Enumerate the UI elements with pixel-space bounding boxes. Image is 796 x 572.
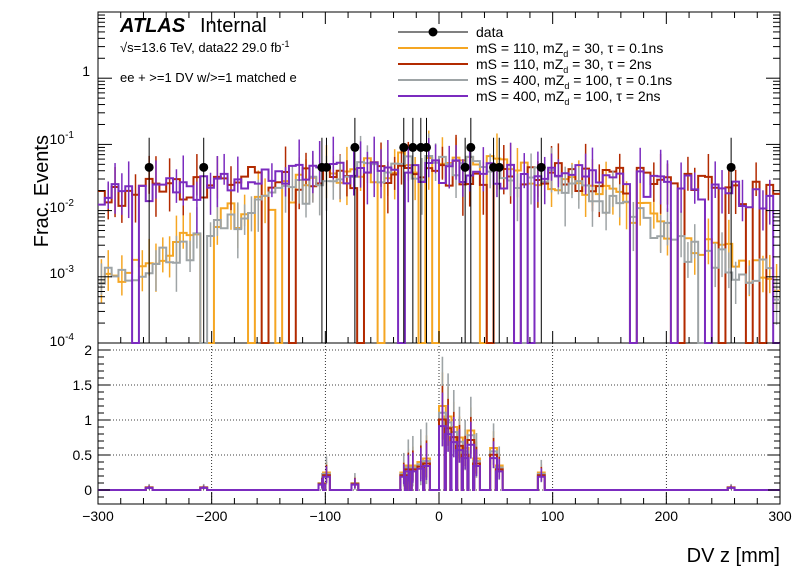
legend-data-marker (428, 27, 438, 37)
xtick-labels: −300 −200 −100 0 100 200 300 (82, 508, 792, 524)
x-axis-title: DV z [mm] (687, 545, 780, 567)
xtick-label: 200 (655, 508, 679, 524)
selection-label: ee + >=1 DV w/>=1 matched e (120, 70, 297, 85)
xtick-label: −100 (310, 508, 342, 524)
legend-s3-label: mS = 400, mZd = 100, τ = 0.1ns (476, 72, 672, 91)
ytick-label-1e-1: 10-1 (50, 130, 75, 147)
data-point (399, 142, 409, 152)
data-point (408, 142, 418, 152)
data-point (321, 162, 331, 172)
ratio-ytick-label: 0 (84, 482, 92, 498)
signal-histograms (98, 130, 780, 344)
data-point (421, 142, 431, 152)
ytick-label-1e-4: 10-4 (50, 332, 75, 349)
ratio-ytick-labels: 0 0.5 1 1.5 2 (73, 342, 93, 498)
data-point (199, 162, 209, 172)
legend: data mS = 110, mZd = 30, τ = 0.1ns mS = … (398, 24, 672, 107)
data-point (726, 162, 736, 172)
axis-ticks (97, 12, 781, 505)
xtick-label: 0 (435, 508, 443, 524)
ratio-ytick-label: 1.5 (73, 377, 93, 393)
xtick-label: 100 (541, 508, 565, 524)
data-point (536, 162, 546, 172)
legend-s1-label: mS = 110, mZd = 30, τ = 0.1ns (476, 40, 663, 59)
ytick-label-1e-2: 10-2 (50, 198, 75, 215)
ratio-series-s4 (98, 392, 780, 491)
hist-line-s4 (98, 159, 780, 344)
ratio-histograms (98, 356, 780, 491)
atlas-label: ATLAS (119, 15, 186, 37)
legend-data-label: data (476, 24, 503, 40)
y-axis-title: Frac. Events (31, 135, 53, 247)
legend-s2-label: mS = 110, mZd = 30, τ = 2ns (476, 56, 652, 75)
data-point (494, 162, 504, 172)
xtick-label: −300 (82, 508, 114, 524)
ratio-ytick-label: 1 (84, 412, 92, 428)
series-s4 (98, 136, 780, 344)
ytick-label-1e-3: 10-3 (50, 264, 75, 281)
internal-label: Internal (200, 15, 267, 37)
data-point (144, 162, 154, 172)
ytick-label-1: 1 (82, 63, 90, 79)
data-point (350, 142, 360, 152)
legend-s4-label: mS = 400, mZd = 100, τ = 2ns (476, 88, 660, 107)
energy-lumi-label: √s=13.6 TeV, data22 29.0 fb-1 (120, 39, 289, 55)
xtick-label: 300 (768, 508, 792, 524)
ratio-line-s4 (98, 425, 780, 491)
data-point (466, 142, 476, 152)
data-point (460, 162, 470, 172)
xtick-label: −200 (196, 508, 228, 524)
ratio-ytick-label: 2 (84, 342, 92, 358)
ratio-ytick-label: 0.5 (73, 447, 93, 463)
data-points (144, 117, 736, 343)
